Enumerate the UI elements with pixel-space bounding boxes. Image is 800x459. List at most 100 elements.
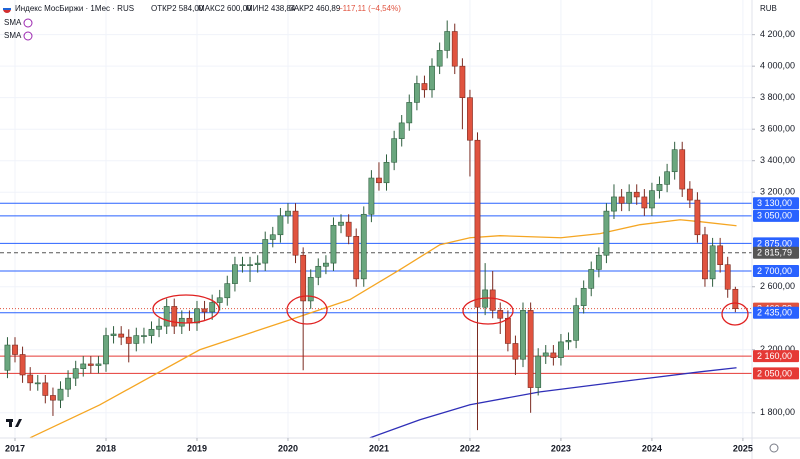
candle-body: [368, 177, 375, 215]
candle-body: [323, 262, 329, 267]
candle-body: [163, 306, 170, 327]
candle-body: [125, 336, 132, 344]
annotation-ellipse: [286, 295, 328, 325]
candle-body: [626, 191, 633, 204]
candle-body: [649, 190, 655, 209]
candle-body: [345, 221, 352, 237]
logo-shape: [15, 419, 22, 427]
candle-body: [686, 188, 693, 201]
candle-body: [421, 83, 428, 91]
candle-body: [398, 122, 405, 139]
candle-body: [565, 340, 572, 343]
logo-shape: [9, 419, 12, 427]
level-label-bg: [753, 246, 799, 259]
candle-body: [595, 254, 602, 270]
level-label-bg: [753, 197, 799, 210]
y-tick-label: 3 400,00: [760, 155, 795, 165]
annotation-ellipse: [462, 297, 514, 325]
candle-body: [459, 65, 466, 98]
candle-body: [451, 31, 458, 67]
candle-body: [156, 325, 162, 330]
x-tick-label: 2020: [278, 443, 298, 453]
axes: 1 800,00 2 200,00 2 600,00 3 200,00 3 400,00…: [5, 29, 795, 453]
indicator-icon[interactable]: [23, 31, 33, 41]
x-tick-label: 2023: [551, 443, 571, 453]
candle-body: [239, 264, 246, 266]
annotation-ellipse: [152, 294, 220, 324]
candle-body: [724, 264, 731, 290]
candles: [4, 20, 739, 431]
level-label-bg: [753, 209, 799, 222]
settings-icon[interactable]: [769, 443, 779, 453]
candle-body: [50, 395, 56, 401]
candle-body: [406, 102, 413, 124]
candle-body: [429, 65, 435, 91]
ohlc-high: МАКС2 600,00: [198, 4, 252, 13]
candle-body: [72, 368, 79, 379]
candle-body: [118, 333, 125, 338]
candle-body: [633, 191, 640, 198]
candle-body: [436, 50, 443, 67]
level-label: 2 700,00: [757, 266, 792, 276]
y-tick-label: 2 600,00: [760, 281, 795, 291]
candle-body: [413, 83, 420, 103]
currency-label: RUB: [760, 4, 777, 13]
candle-body: [194, 308, 200, 324]
ohlc-close: ЗАКР2 460,89: [289, 4, 341, 13]
candle-body: [444, 31, 451, 51]
candle-body: [141, 335, 147, 337]
candle-body: [467, 97, 473, 141]
candle-body: [383, 161, 390, 184]
flag-icon: [3, 8, 11, 10]
candle-body: [247, 264, 253, 266]
x-tick-label: 2025: [733, 443, 753, 453]
candle-body: [641, 196, 648, 209]
candle-body: [269, 234, 276, 240]
candle-body: [307, 276, 314, 302]
y-tick-label: 3 600,00: [760, 124, 795, 134]
candle-body: [679, 149, 686, 190]
candle-body: [110, 333, 117, 336]
indicator-icon[interactable]: [23, 18, 33, 28]
y-tick-label: 4 000,00: [760, 61, 795, 71]
candle-body: [709, 245, 716, 280]
candle-body: [232, 264, 238, 284]
candle-body: [474, 139, 481, 308]
candle-body: [353, 236, 360, 280]
candle-body: [42, 382, 49, 396]
candle-body: [315, 265, 322, 278]
candle-body: [103, 335, 109, 365]
candle-body: [285, 210, 291, 217]
x-tick-label: 2019: [187, 443, 207, 453]
candle-body: [611, 196, 617, 212]
level-label-bg: [753, 306, 799, 319]
level-label: 3 130,00: [757, 198, 792, 208]
level-label: 2 815,79: [757, 248, 792, 258]
level-label: 3 050,00: [757, 211, 792, 221]
indicator-label[interactable]: SMA: [4, 31, 22, 40]
level-label-bg: [753, 237, 799, 250]
candle-body: [171, 306, 178, 327]
candle-body: [292, 210, 299, 256]
logo: [6, 419, 22, 427]
x-tick-label: 2022: [460, 443, 480, 453]
candle-body: [254, 262, 261, 265]
candle-body: [12, 344, 18, 355]
candle-body: [542, 352, 549, 357]
level-label-bg: [753, 367, 799, 380]
candle-body: [520, 310, 526, 360]
candle-body: [489, 289, 496, 311]
candle-body: [497, 310, 504, 319]
sma-line: [369, 367, 737, 439]
candle-body: [216, 297, 223, 303]
candle-body: [664, 171, 671, 185]
levels: [0, 202, 752, 374]
candle-body: [338, 221, 344, 226]
candle-body: [656, 184, 663, 191]
candle-body: [133, 335, 140, 344]
y-tick-label: 3 200,00: [760, 187, 795, 197]
indicator-label[interactable]: SMA: [4, 18, 22, 27]
x-tick-label: 2021: [369, 443, 389, 453]
candle-body: [702, 234, 708, 280]
